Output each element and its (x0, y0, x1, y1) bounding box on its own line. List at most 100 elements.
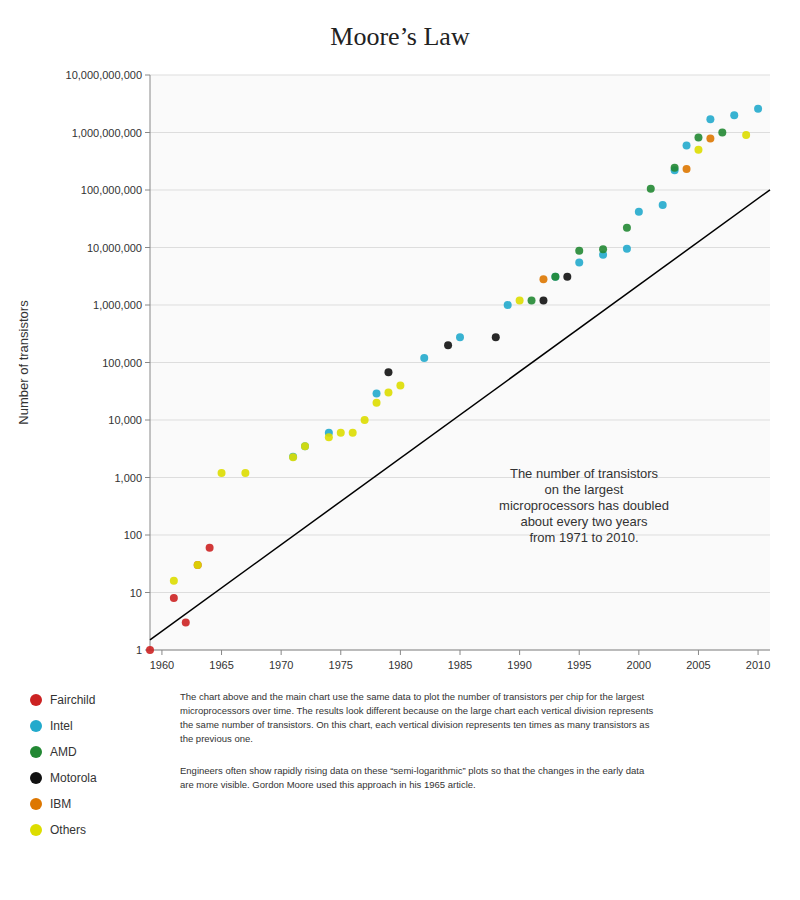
point (301, 442, 309, 450)
annotation-line: from 1971 to 2010. (529, 530, 638, 545)
x-tick-label: 1965 (209, 659, 233, 671)
grid-line (150, 305, 770, 306)
y-tick-label: 100,000,000 (81, 184, 142, 196)
legend-label: Others (50, 823, 86, 837)
x-tick (638, 650, 639, 655)
point (528, 296, 536, 304)
x-tick-label: 1995 (567, 659, 591, 671)
x-tick-label: 2000 (627, 659, 651, 671)
y-tick (145, 477, 150, 478)
grid-line (150, 650, 770, 651)
point (706, 134, 714, 142)
point (551, 273, 559, 281)
grid-line (150, 535, 770, 536)
legend-marker (30, 798, 42, 810)
y-tick (145, 75, 150, 76)
point (730, 111, 738, 119)
point (170, 577, 178, 585)
y-tick-label: 100 (124, 529, 142, 541)
point (206, 544, 214, 552)
point (706, 115, 714, 123)
y-tick-label: 10,000 (108, 414, 142, 426)
point (539, 296, 547, 304)
point (599, 245, 607, 253)
y-tick-label: 10,000,000,000 (66, 69, 142, 81)
point (241, 469, 249, 477)
point (146, 646, 154, 654)
x-tick-label: 1980 (388, 659, 412, 671)
background (0, 0, 800, 900)
point (361, 416, 369, 424)
point (659, 201, 667, 209)
axes: 1101001,00010,000100,0001,000,00010,000,… (66, 69, 771, 671)
legend-label: Fairchild (50, 693, 95, 707)
point (182, 619, 190, 627)
grid-line (150, 362, 770, 363)
trend-line (150, 190, 770, 640)
point (384, 389, 392, 397)
grid-line (150, 75, 770, 76)
x-tick (221, 650, 222, 655)
grid-line (150, 132, 770, 133)
legend-label: AMD (50, 745, 77, 759)
x-tick (579, 650, 580, 655)
grid-line (150, 190, 770, 191)
footnote: Engineers often show rapidly rising data… (180, 765, 645, 790)
point (301, 442, 309, 450)
point (575, 258, 583, 266)
point (718, 129, 726, 137)
y-tick (145, 420, 150, 421)
footnote-line: microprocessors over time. The results l… (180, 705, 654, 716)
point (444, 341, 452, 349)
x-tick-label: 2005 (686, 659, 710, 671)
x-tick-label: 1990 (507, 659, 531, 671)
point (647, 185, 655, 193)
y-tick (145, 535, 150, 536)
point (754, 105, 762, 113)
x-tick-label: 1960 (150, 659, 174, 671)
title: Moore’s Law (330, 22, 470, 51)
y-tick-label: 1,000,000,000 (72, 127, 142, 139)
point (194, 561, 202, 569)
scatter-series (289, 105, 762, 461)
x-tick-label: 2010 (746, 659, 770, 671)
y-tick-label: 1,000 (114, 472, 142, 484)
point (504, 301, 512, 309)
footnote-line: the same number of transistors. On this … (180, 719, 650, 730)
point (623, 224, 631, 232)
x-tick-label: 1985 (448, 659, 472, 671)
y-tick-label: 10 (130, 587, 142, 599)
point (563, 273, 571, 281)
y-axis-line (150, 75, 151, 650)
footnote-line: The chart above and the main chart use t… (180, 691, 645, 702)
x-tick-label: 1975 (329, 659, 353, 671)
annotation-line: on the largest (545, 482, 624, 497)
data (146, 105, 770, 654)
scatter-series (539, 134, 714, 283)
legend-marker (30, 694, 42, 706)
y-tick-label: 10,000,000 (87, 242, 142, 254)
legend-label: Motorola (50, 771, 97, 785)
grid-line (150, 592, 770, 593)
point (218, 469, 226, 477)
point (337, 429, 345, 437)
scatter-series (170, 131, 750, 585)
x-tick (281, 650, 282, 655)
scatter-series (528, 129, 727, 305)
legend-label: IBM (50, 797, 71, 811)
point (289, 453, 297, 461)
grid (150, 75, 770, 650)
legend-marker (30, 772, 42, 784)
y-axis-label: Number of transistors (16, 300, 31, 425)
point (694, 133, 702, 141)
x-tick (698, 650, 699, 655)
point (384, 368, 392, 376)
point (671, 164, 679, 172)
x-axis-line (150, 650, 770, 651)
y-tick (145, 362, 150, 363)
scatter-series (384, 273, 571, 376)
grid-line (150, 420, 770, 421)
x-tick (519, 650, 520, 655)
y-tick (145, 592, 150, 593)
footnote-line: Engineers often show rapidly rising data… (180, 765, 645, 776)
